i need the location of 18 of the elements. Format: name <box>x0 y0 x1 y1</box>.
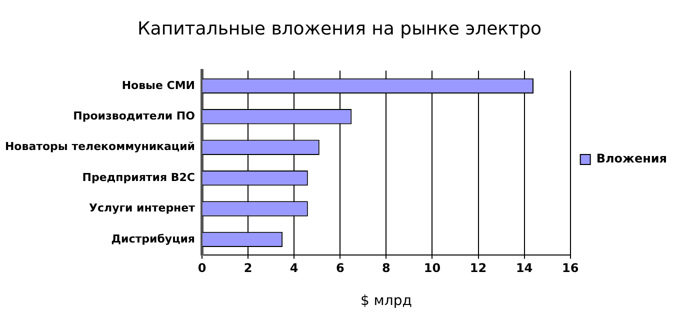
x-tick-label: 10 <box>424 261 441 276</box>
x-tick-label: 16 <box>562 261 579 276</box>
x-tick-label: 12 <box>470 261 487 276</box>
x-tick-label: 14 <box>516 261 533 276</box>
x-tick-label: 8 <box>382 261 390 276</box>
y-tick-label: Предприятия B2C <box>82 170 195 184</box>
chart-title: Капитальные вложения на рынке электро <box>138 18 542 40</box>
x-tick-label: 6 <box>336 261 344 276</box>
x-tick-label: 2 <box>244 261 252 276</box>
legend-label: Вложения <box>596 152 668 166</box>
y-tick-label: Новаторы телекоммуникаций <box>4 140 195 154</box>
x-tick-label: 0 <box>198 261 206 276</box>
y-tick-label: Услуги интернет <box>89 202 196 215</box>
x-tick-label: 4 <box>290 261 298 276</box>
x-axis-title: $ млрд <box>360 293 412 310</box>
y-tick-label: Производители ПО <box>73 110 195 123</box>
y-tick-label: Новые СМИ <box>122 78 195 92</box>
y-tick-label: Дистрибуция <box>111 232 195 246</box>
